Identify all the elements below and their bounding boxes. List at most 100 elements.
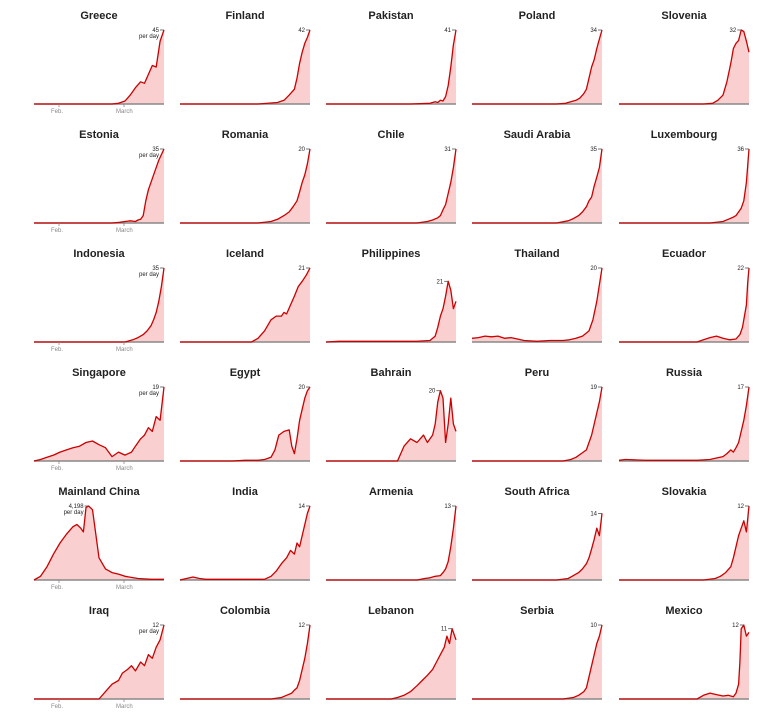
x-tick-label: March (116, 109, 133, 115)
series-line (34, 148, 165, 224)
chart-title: Egypt (229, 367, 261, 379)
series-area (619, 149, 749, 223)
peak-label: 36 (737, 147, 744, 153)
peak-label: 14 (298, 504, 305, 510)
x-tick-label: Feb. (51, 109, 63, 115)
chart-plot: 12 (180, 623, 311, 700)
chart-plot: 12 (619, 504, 750, 581)
chart-plot: 21 (180, 266, 311, 343)
series-line (180, 386, 311, 462)
series-line (326, 505, 457, 581)
series-area (472, 513, 602, 580)
chart-title: Thailand (514, 248, 560, 260)
series-area (619, 506, 749, 580)
peak-label: 45 (152, 28, 159, 34)
series-line (619, 148, 750, 224)
peak-label: 42 (298, 28, 305, 34)
chart-panel: Greece 45 per day Feb. March (34, 0, 180, 119)
series-line (180, 624, 311, 700)
chart-panel: Luxembourg 36 (619, 119, 765, 238)
chart-title: Luxembourg (650, 129, 718, 141)
chart-title: Peru (524, 367, 550, 379)
series-line (180, 29, 311, 105)
chart-panel: Finland 42 (180, 0, 326, 119)
series-area (326, 149, 456, 223)
series-area (619, 387, 749, 461)
series-area (472, 387, 602, 461)
peak-label: 31 (444, 147, 451, 153)
chart-title: India (232, 486, 258, 498)
peak-label: 12 (298, 623, 305, 629)
series-area (180, 149, 310, 223)
chart-title: Slovakia (661, 486, 707, 498)
chart-title: Saudi Arabia (503, 129, 571, 141)
chart-title: South Africa (504, 486, 570, 498)
peak-label: 32 (730, 28, 737, 34)
chart-plot: 20 (180, 385, 311, 462)
series-line (472, 624, 603, 700)
chart-panel: Armenia 13 (326, 476, 472, 595)
chart-panel: Peru 19 (472, 357, 618, 476)
peak-label: 10 (590, 623, 597, 629)
peak-label: 4,198 (69, 504, 85, 510)
peak-label: 20 (298, 147, 305, 153)
chart-plot: 35 (472, 147, 603, 224)
chart-panel: Pakistan 41 (326, 0, 472, 119)
series-area (34, 506, 164, 580)
chart-plot: 21 (325, 279, 457, 343)
series-line (33, 505, 164, 581)
chart-plot: 10 (472, 623, 603, 700)
chart-panel: Romania 20 (180, 119, 326, 238)
chart-plot: 20 (326, 389, 457, 462)
series-area (180, 30, 310, 104)
series-area (326, 281, 456, 342)
chart-title: Mexico (665, 605, 703, 617)
chart-plot: 11 (326, 627, 457, 700)
chart-title: Estonia (79, 129, 119, 141)
peak-label: 20 (429, 389, 436, 395)
unit-label: per day (139, 629, 159, 635)
series-line (326, 29, 457, 105)
unit-label: per day (139, 391, 159, 397)
chart-title: Armenia (368, 486, 414, 498)
chart-title: Romania (221, 129, 269, 141)
chart-panel: Estonia 35 per day Feb. March (34, 119, 180, 238)
chart-title: Iceland (226, 248, 264, 260)
unit-label: per day (139, 153, 159, 159)
series-line (619, 267, 750, 343)
chart-panel: Thailand 20 (471, 238, 618, 357)
chart-panel: India 14 (179, 476, 326, 595)
chart-plot: 20 (180, 147, 311, 224)
chart-plot: 14 (179, 504, 311, 581)
series-line (34, 624, 165, 700)
chart-plot: 34 (472, 28, 603, 105)
x-tick-label: Feb. (51, 228, 63, 234)
x-tick-label: March (116, 347, 133, 353)
series-area (34, 149, 164, 223)
series-area (619, 268, 749, 342)
series-area (472, 268, 602, 342)
series-line (34, 29, 165, 105)
series-area (180, 387, 310, 461)
series-area (472, 625, 602, 699)
series-area (326, 30, 456, 104)
series-line (33, 386, 165, 462)
chart-title: Poland (518, 10, 556, 22)
chart-title: Indonesia (73, 248, 125, 260)
series-area (326, 628, 456, 699)
series-line (471, 267, 603, 342)
series-line (472, 148, 603, 224)
chart-panel: Mainland China 4,198 per day Feb. March (33, 476, 180, 595)
series-area (619, 625, 749, 699)
series-area (472, 149, 602, 223)
peak-label: 13 (444, 504, 451, 510)
series-line (325, 280, 457, 343)
chart-panel: Colombia 12 (180, 595, 326, 714)
series-line (472, 29, 603, 105)
peak-label: 12 (732, 623, 739, 629)
chart-title: Finland (225, 10, 265, 22)
